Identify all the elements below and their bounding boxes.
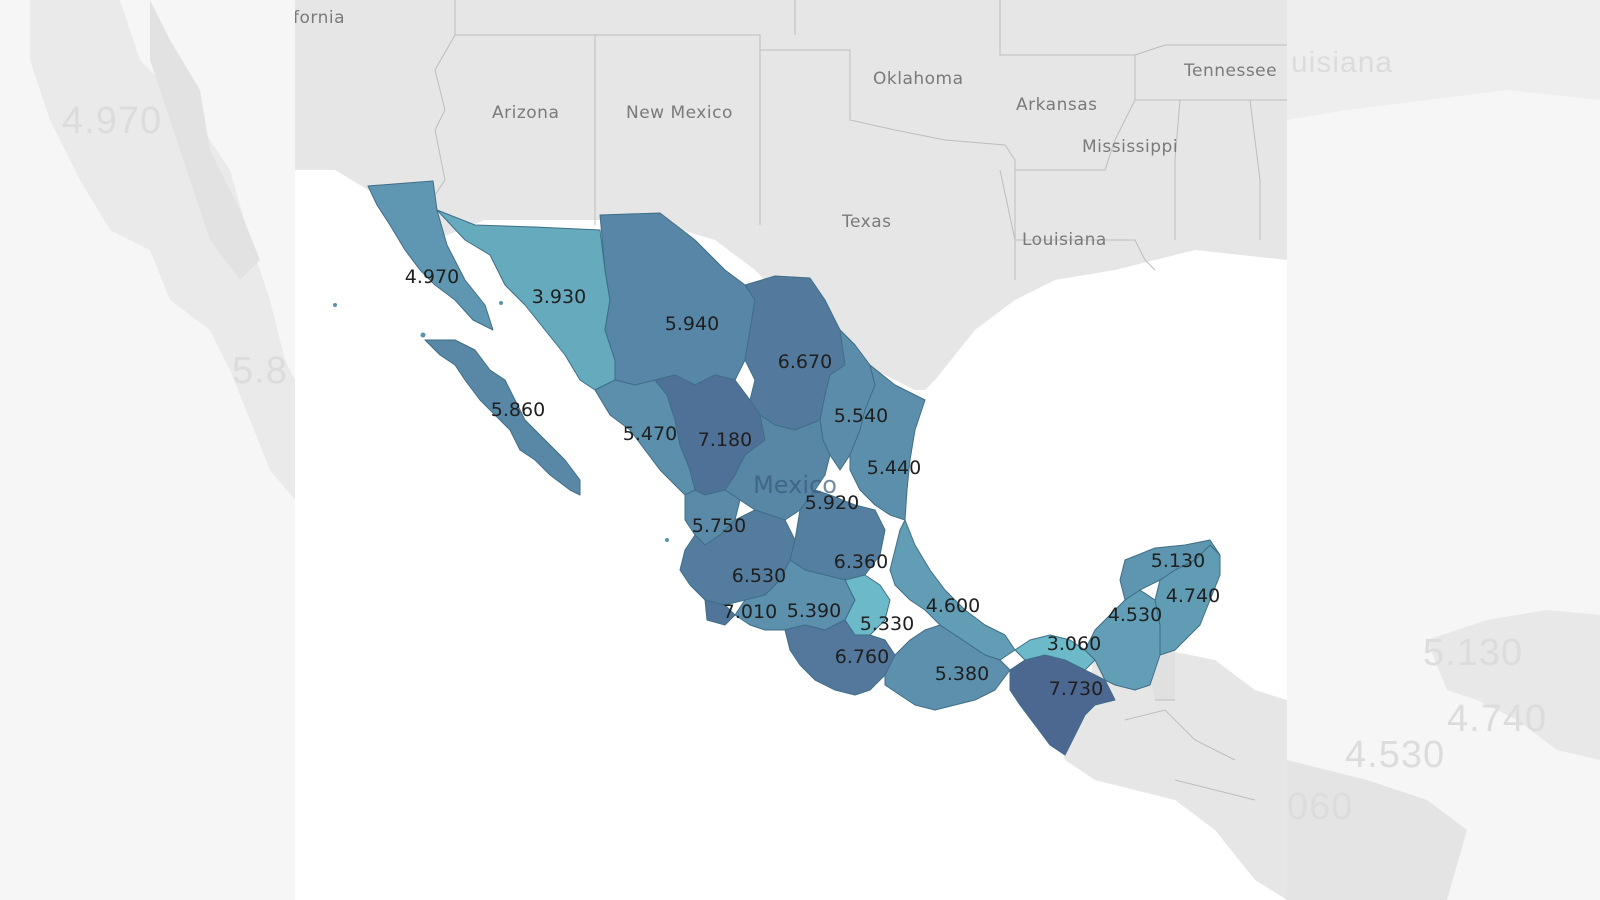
- right-background-map: [1287, 0, 1600, 900]
- value-label-col: 7.010: [723, 601, 777, 623]
- place-label-arizona: Arizona: [492, 103, 559, 123]
- right-background-panel: uisiana 5.130 4.740 4.530 060: [1287, 0, 1600, 900]
- state-region-yucatan[interactable]: [1119, 539, 1221, 601]
- value-label-nl: 5.540: [834, 405, 888, 427]
- ghost-value-label: 5.8: [232, 350, 288, 392]
- central-america-borders: [1124, 699, 1256, 801]
- central-america-land: [1055, 650, 1287, 900]
- state-region-colima[interactable]: [704, 599, 736, 626]
- value-label-bc: 4.970: [405, 266, 459, 288]
- value-label-tab: 3.060: [1047, 633, 1101, 655]
- ghost-value-label: 4.740: [1447, 698, 1548, 740]
- place-label-mississippi: Mississippi: [1082, 137, 1178, 157]
- us-borders: [434, 0, 1287, 280]
- value-label-son: 3.930: [532, 286, 586, 308]
- value-label-bcs: 5.860: [491, 399, 545, 421]
- value-label-dgo: 7.180: [698, 429, 752, 451]
- left-background-map: [30, 0, 295, 500]
- ghost-value-label: 060: [1287, 786, 1354, 828]
- place-label-arkansas: Arkansas: [1016, 95, 1098, 115]
- place-label-california: fornia: [295, 8, 345, 28]
- place-label-louisiana: Louisiana: [1022, 230, 1107, 250]
- state-region-zacatecas[interactable]: [724, 414, 831, 521]
- value-label-mich: 5.390: [787, 600, 841, 622]
- value-label-ver: 4.600: [926, 595, 980, 617]
- right-land-bottom: [1287, 760, 1467, 900]
- state-region-estado-de-mexico[interactable]: [844, 574, 891, 636]
- value-label-nay: 5.750: [692, 515, 746, 537]
- islands: [333, 301, 669, 542]
- us-land: [295, 0, 1287, 390]
- value-label-gto: 6.360: [834, 551, 888, 573]
- value-label-jal: 6.530: [732, 565, 786, 587]
- value-label-yuc: 5.130: [1151, 550, 1205, 572]
- left-peninsula-shape: [150, 0, 260, 280]
- value-label-qroo: 4.740: [1166, 585, 1220, 607]
- value-label-camp: 4.530: [1108, 604, 1162, 626]
- map-canvas[interactable]: fornia Arizona New Mexico Oklahoma Arkan…: [295, 0, 1287, 900]
- state-region-tamaulipas[interactable]: [849, 364, 926, 521]
- ghost-value-label: 4.970: [62, 100, 163, 142]
- state-region-oaxaca[interactable]: [884, 624, 1011, 711]
- value-label-oax: 5.380: [935, 663, 989, 685]
- country-label: Mexico: [753, 471, 837, 499]
- ghost-place-label: uisiana: [1291, 46, 1394, 79]
- place-label-tennessee: Tennessee: [1183, 61, 1277, 81]
- left-land-shape: [30, 0, 295, 500]
- right-peninsula-shape: [1427, 610, 1600, 760]
- ghost-value-label: 5.130: [1423, 632, 1524, 674]
- state-region-baja-california[interactable]: [367, 180, 494, 331]
- ghost-value-label: 4.530: [1345, 734, 1446, 776]
- place-label-texas: Texas: [841, 212, 892, 232]
- place-label-new-mexico: New Mexico: [626, 103, 733, 123]
- right-land-top: [1287, 0, 1600, 120]
- value-label-chis: 7.730: [1049, 678, 1103, 700]
- value-label-gro: 6.760: [835, 646, 889, 668]
- value-labels: 4.970 3.930 5.940 6.670 5.860 5.540 5.47…: [405, 266, 1220, 700]
- mexico-states[interactable]: [367, 180, 1221, 756]
- value-label-chih: 5.940: [665, 313, 719, 335]
- value-label-tamps: 5.440: [867, 457, 921, 479]
- mexico-choropleth-map[interactable]: fornia Arizona New Mexico Oklahoma Arkan…: [295, 0, 1287, 900]
- value-label-zac: 5.920: [805, 492, 859, 514]
- value-label-coah: 6.670: [778, 351, 832, 373]
- value-label-mex: 5.330: [860, 613, 914, 635]
- place-label-oklahoma: Oklahoma: [873, 69, 964, 89]
- value-label-sin: 5.470: [623, 423, 677, 445]
- left-background-panel: 4.970 5.8: [0, 0, 295, 900]
- state-region-baja-california-sur[interactable]: [424, 339, 581, 496]
